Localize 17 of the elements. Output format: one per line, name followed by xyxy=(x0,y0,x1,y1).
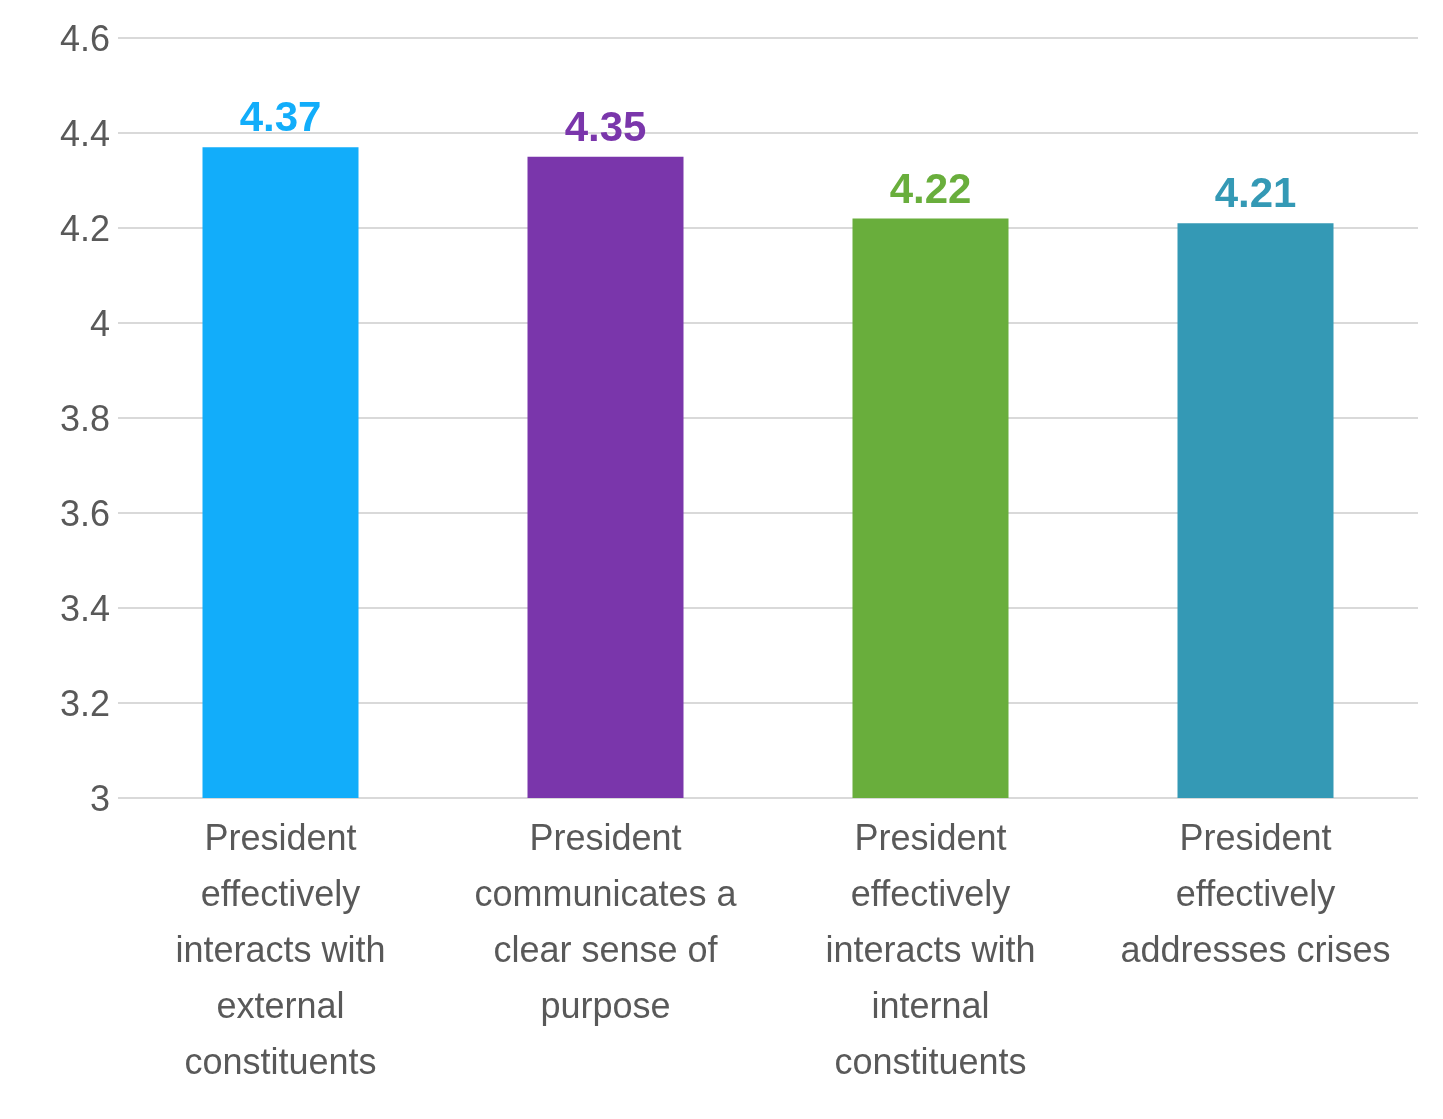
data-label: 4.22 xyxy=(889,164,972,212)
y-tick-label: 4.6 xyxy=(59,17,110,59)
y-tick-label: 3.8 xyxy=(59,397,110,439)
y-tick-label: 3.2 xyxy=(59,682,110,724)
x-tick-label: President effectively addresses crises xyxy=(1120,817,1391,970)
y-tick-label: 3.6 xyxy=(59,492,110,534)
x-tick-label: President communicates a clear sense of purpose xyxy=(474,817,738,1026)
y-tick-label: 4.4 xyxy=(59,112,110,154)
y-tick-label: 4.2 xyxy=(59,207,110,249)
data-label: 4.21 xyxy=(1214,169,1297,217)
x-tick-label: President effectively interacts with internal constituents xyxy=(825,817,1036,1082)
data-label: 4.37 xyxy=(239,93,322,141)
y-tick-label: 4 xyxy=(89,302,110,344)
y-tick-label: 3 xyxy=(89,777,110,819)
x-tick-label: President effectively interacts with external constituents xyxy=(175,817,386,1082)
data-label: 4.35 xyxy=(564,102,647,150)
y-tick-label: 3.4 xyxy=(59,587,110,629)
